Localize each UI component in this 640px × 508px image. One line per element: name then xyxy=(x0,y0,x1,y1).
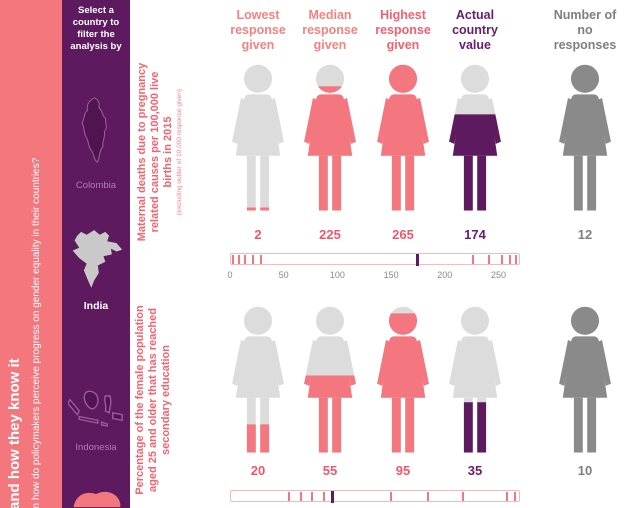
figure-none-row2[interactable] xyxy=(548,306,622,459)
figure-median-row2[interactable] xyxy=(293,306,367,459)
value-row1-highest: 265 xyxy=(392,227,414,242)
column-header-highest: Highest response given xyxy=(375,8,431,52)
figure-highest-row2[interactable] xyxy=(366,306,440,459)
value-row2-lowest: 20 xyxy=(250,463,266,478)
response-tick xyxy=(427,492,430,501)
row2-label: Percentage of the female population aged… xyxy=(134,305,186,495)
colombia-map-icon xyxy=(81,97,107,163)
value-row2-none: 10 xyxy=(577,463,593,478)
response-tick xyxy=(251,255,254,264)
woman-pictogram-icon xyxy=(559,306,611,453)
response-tick xyxy=(311,492,314,501)
response-tick xyxy=(505,492,508,501)
column-header-none: Number of no responses xyxy=(553,8,617,52)
column-header-actual: Actual country value xyxy=(452,8,498,52)
left-banner: on how do policymakers perceive progress… xyxy=(0,0,62,508)
response-tick xyxy=(487,255,490,264)
response-tick xyxy=(389,492,392,501)
row1-metric-label: Maternal deaths due to pregnancy related… xyxy=(136,62,174,242)
axis-tick-label: 150 xyxy=(383,270,399,280)
india-map-icon xyxy=(72,230,123,288)
woman-pictogram-icon xyxy=(232,306,284,453)
response-tick xyxy=(232,255,235,264)
response-tick xyxy=(509,255,512,264)
response-tick xyxy=(471,255,474,264)
woman-pictogram-icon xyxy=(449,306,501,453)
woman-pictogram-icon xyxy=(449,64,501,211)
value-row1-none: 12 xyxy=(577,227,593,242)
figure-highest-row1[interactable] xyxy=(366,64,440,217)
figure-lowest-row1[interactable] xyxy=(221,64,295,217)
response-tick xyxy=(500,255,503,264)
figure-actual-row1[interactable] xyxy=(438,64,512,217)
woman-pictogram-icon xyxy=(377,306,429,453)
woman-pictogram-icon xyxy=(232,64,284,211)
response-tick xyxy=(288,492,290,501)
woman-pictogram-icon xyxy=(304,306,356,453)
response-tick xyxy=(244,255,246,264)
figure-actual-row2[interactable] xyxy=(438,306,512,459)
country-item-indonesia[interactable]: Indonesia xyxy=(62,386,130,453)
response-tick xyxy=(462,492,464,501)
column-header-lowest: Lowest response given xyxy=(230,8,286,52)
value-row1-median: 225 xyxy=(319,227,341,242)
actual-value-tick xyxy=(416,254,420,266)
actual-value-tick xyxy=(331,491,334,503)
country-item-colombia[interactable]: Colombia xyxy=(62,88,130,191)
country-item-india[interactable]: India xyxy=(62,226,130,312)
woman-pictogram-icon xyxy=(559,64,611,211)
axis-tick-label: 50 xyxy=(278,270,289,280)
woman-pictogram-icon xyxy=(377,64,429,211)
figure-lowest-row2[interactable] xyxy=(221,306,295,459)
figure-median-row1[interactable] xyxy=(293,64,367,217)
response-scale-row1[interactable] xyxy=(230,253,520,266)
banner-subtitle: on how do policymakers perceive progress… xyxy=(31,157,42,508)
value-row2-actual: 35 xyxy=(467,463,483,478)
banner-title: and how they know it xyxy=(6,358,23,508)
response-tick xyxy=(237,255,240,264)
value-row1-actual: 174 xyxy=(464,227,486,242)
axis-tick-label: 0 xyxy=(227,270,233,280)
partial-country-map-icon[interactable] xyxy=(68,482,124,508)
response-tick xyxy=(299,492,302,501)
axis-tick-label: 100 xyxy=(329,270,345,280)
axis-tick-label: 250 xyxy=(490,270,507,280)
country-panel-header: Select a country to filter the analysis … xyxy=(70,5,122,52)
row1-label: Maternal deaths due to pregnancy related… xyxy=(136,57,188,247)
indonesia-map-icon xyxy=(67,390,123,427)
country-label-india[interactable]: India xyxy=(83,300,109,312)
figure-none-row1[interactable] xyxy=(548,64,622,217)
country-label-indonesia[interactable]: Indonesia xyxy=(75,442,117,453)
response-tick xyxy=(322,492,325,501)
row1-metric-note: (excluding outlier of 10,000 response gi… xyxy=(175,88,183,216)
row2-metric-label: Percentage of the female population aged… xyxy=(134,305,172,495)
value-row1-lowest: 2 xyxy=(254,227,262,242)
column-header-median: Median response given xyxy=(302,8,358,52)
country-label-colombia[interactable]: Colombia xyxy=(75,180,117,191)
response-scale-row2[interactable] xyxy=(230,490,520,503)
response-tick xyxy=(514,255,517,264)
axis-tick-label: 200 xyxy=(437,270,453,280)
country-filter-panel: Select a country to filter the analysis … xyxy=(62,0,130,508)
value-row2-median: 55 xyxy=(322,463,338,478)
value-row2-highest: 95 xyxy=(395,463,411,478)
response-tick xyxy=(514,492,517,501)
response-tick xyxy=(260,255,263,264)
woman-pictogram-icon xyxy=(304,64,356,211)
